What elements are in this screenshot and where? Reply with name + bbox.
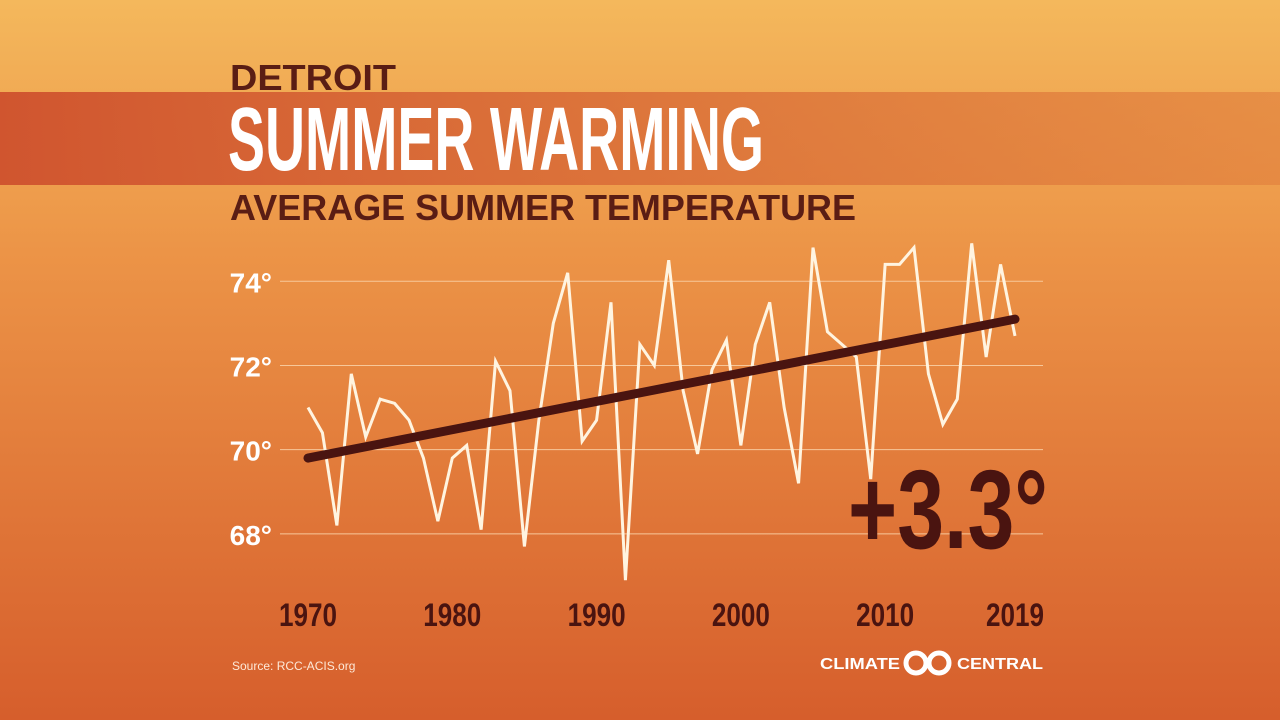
subtitle: AVERAGE SUMMER TEMPERATURE — [230, 187, 856, 228]
x-tick-label: 1990 — [568, 597, 626, 633]
trend-line — [303, 314, 1020, 463]
chart-title: SUMMER WARMING — [228, 90, 764, 190]
title-band — [0, 92, 1280, 185]
y-tick-label: 68° — [230, 520, 272, 551]
logo-icon — [903, 650, 952, 676]
y-tick-label: 70° — [230, 436, 272, 467]
source: Source: RCC-ACIS.org — [232, 659, 355, 673]
x-tick-label: 1980 — [423, 597, 481, 633]
annotation: +3.3° — [848, 447, 1048, 572]
logo-text: CENTRAL — [957, 656, 1043, 673]
y-tick-label: 72° — [230, 351, 272, 382]
x-tick-label: 2010 — [856, 597, 914, 633]
temperature-line — [306, 243, 1017, 581]
x-tick-label: 2019 — [986, 597, 1044, 633]
y-tick-label: 74° — [230, 267, 272, 298]
kicker: DETROIT — [230, 57, 396, 98]
x-tick-label: 2000 — [712, 597, 770, 633]
logo-text: CLIMATE — [820, 656, 900, 673]
x-tick-label: 1970 — [279, 597, 337, 633]
